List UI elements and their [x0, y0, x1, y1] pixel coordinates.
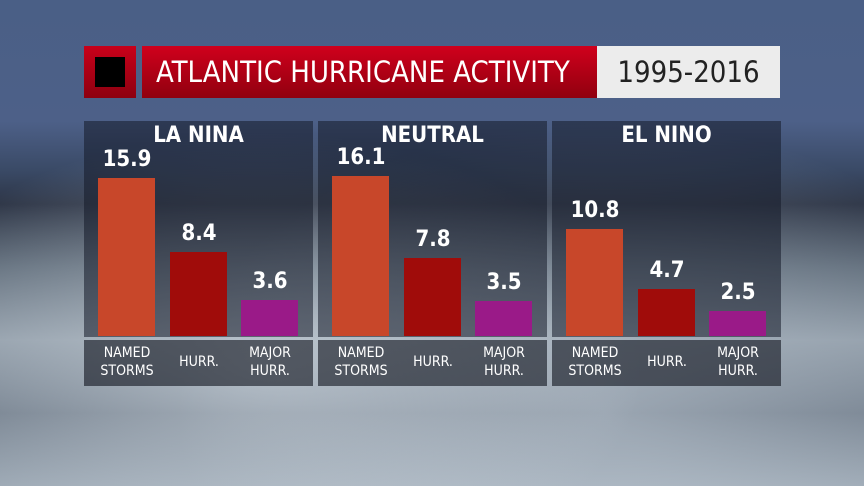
data-label: 3.5: [486, 270, 522, 296]
bar: [241, 300, 298, 336]
bar: [404, 258, 461, 336]
bar: [709, 311, 766, 336]
category-label-row: NAMED STORMS HURR. MAJOR HURR.: [318, 340, 547, 386]
category-label: NAMED: [337, 345, 385, 361]
data-label: 16.1: [336, 144, 386, 170]
category-label-group: NAMED STORMS: [558, 344, 632, 380]
category-label: HURR.: [250, 363, 290, 379]
category-label-group: MAJOR HURR.: [467, 344, 541, 380]
category-label: STORMS: [334, 363, 388, 379]
category-label: STORMS: [568, 363, 622, 379]
category-label-group: HURR.: [396, 353, 470, 371]
bar: [98, 177, 155, 336]
bar: [475, 301, 532, 336]
group-title: NEUTRAL: [381, 123, 484, 148]
category-label: MAJOR: [249, 345, 291, 361]
category-label: NAMED: [571, 345, 619, 361]
data-label: 3.6: [252, 269, 288, 295]
data-label: 15.9: [102, 146, 152, 172]
bar: [332, 175, 389, 336]
data-label: 2.5: [720, 280, 756, 306]
logo-square: [95, 57, 125, 87]
group-title: LA NINA: [153, 123, 244, 148]
category-label: HURR.: [484, 363, 524, 379]
category-label-group: MAJOR HURR.: [233, 344, 307, 380]
year-range: 1995-2016: [597, 46, 780, 98]
category-label-group: NAMED STORMS: [324, 344, 398, 380]
category-label-group: HURR.: [162, 353, 236, 371]
category-label: HURR.: [647, 354, 687, 370]
category-label-group: NAMED STORMS: [90, 344, 164, 380]
category-label-group: MAJOR HURR.: [701, 344, 775, 380]
data-label: 7.8: [415, 227, 451, 253]
bar: [638, 289, 695, 336]
chart-title: ATLANTIC HURRICANE ACTIVITY: [142, 46, 597, 98]
category-label-row: NAMED STORMS HURR. MAJOR HURR.: [84, 340, 313, 386]
category-label: HURR.: [179, 354, 219, 370]
category-label: STORMS: [100, 363, 154, 379]
category-label-row: NAMED STORMS HURR. MAJOR HURR.: [552, 340, 781, 386]
data-label: 10.8: [570, 197, 620, 223]
category-label: HURR.: [718, 363, 758, 379]
group-title: EL NINO: [621, 123, 712, 148]
category-label: HURR.: [413, 354, 453, 370]
category-label: MAJOR: [483, 345, 525, 361]
bar: [170, 252, 227, 336]
data-label: 4.7: [649, 258, 685, 284]
bar: [566, 228, 623, 336]
category-label: NAMED: [103, 345, 151, 361]
category-label-group: HURR.: [630, 353, 704, 371]
category-label: MAJOR: [717, 345, 759, 361]
data-label: 8.4: [181, 221, 217, 247]
